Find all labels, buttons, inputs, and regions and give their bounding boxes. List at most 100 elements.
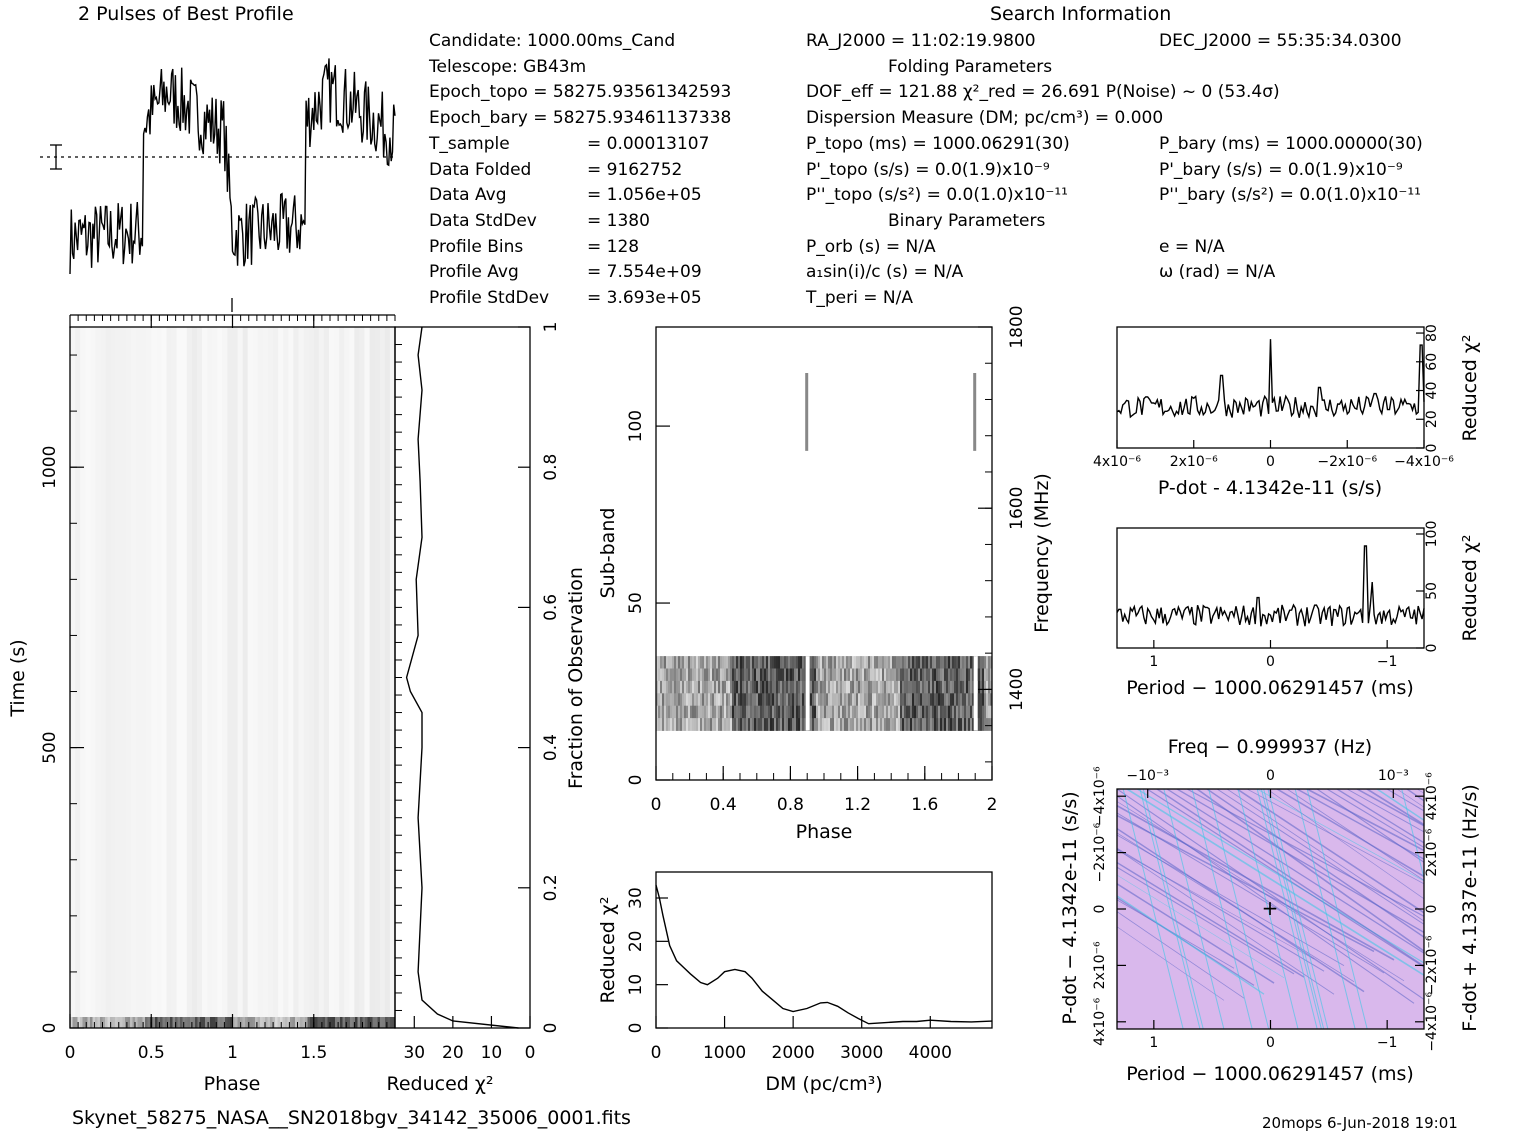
- subband-cell: [792, 718, 795, 731]
- subband-cell: [932, 668, 935, 682]
- ppdot-contours: [1117, 789, 1424, 1029]
- subband-cell: [824, 705, 827, 719]
- time-phase-column: [247, 327, 254, 1017]
- subband-gap: [805, 656, 810, 731]
- subband-cell: [700, 668, 703, 682]
- subband-cell: [914, 705, 917, 719]
- subband-cell: [770, 718, 773, 731]
- ppdot-contour-line: [1316, 789, 1424, 863]
- subband-cell: [766, 656, 769, 669]
- pdot-xtick-label: 2x10⁻⁶: [1170, 454, 1218, 470]
- subband-rfi-streak: [805, 373, 809, 451]
- subband-cell: [674, 680, 677, 694]
- subband-cell: [742, 718, 745, 731]
- subband-cell: [666, 680, 669, 694]
- subband-cell: [658, 656, 661, 669]
- subband-cell: [934, 680, 937, 694]
- time-phase-cell: [87, 1017, 91, 1028]
- subband-cell: [868, 656, 871, 669]
- subband-cell: [862, 668, 865, 682]
- time-phase-cell: [292, 1017, 296, 1028]
- subband-cell: [802, 656, 805, 669]
- subband-cell: [848, 705, 851, 719]
- dm-chi2-ticks: 0 1000 2000 3000 4000 0 10 20 30: [626, 887, 952, 1063]
- info-right-row-2: P'_bary (s/s) = 0.0(1.9)x10⁻⁹: [1159, 160, 1403, 180]
- subband-cell: [666, 705, 669, 719]
- subband-cell: [696, 705, 699, 719]
- subband-cell: [944, 656, 947, 669]
- subband-cell: [882, 705, 885, 719]
- subband-cell: [724, 668, 727, 682]
- dm-chi2-panel: 0 1000 2000 3000 4000 0 10 20 30 DM (pc/cm³) Red…: [597, 871, 993, 1095]
- subband-cell: [898, 680, 901, 694]
- subband-cell: [968, 693, 971, 707]
- subband-cell: [776, 680, 779, 694]
- subband-cell: [854, 680, 857, 694]
- subband-cell: [936, 680, 939, 694]
- subband-cell: [882, 656, 885, 669]
- time-chi2-xtick-label: 20: [442, 1043, 464, 1063]
- subband-cell: [696, 718, 699, 731]
- subband-cell: [820, 656, 823, 669]
- subband-cell: [982, 656, 985, 669]
- subband-cell: [692, 656, 695, 669]
- ppdot-xtick-label: 0: [1266, 1035, 1275, 1051]
- subband-cell: [860, 693, 863, 707]
- time-chi2-xtick-label: 10: [481, 1043, 503, 1063]
- subband-cell: [818, 656, 821, 669]
- subband-cell: [690, 680, 693, 694]
- subband-cell: [932, 693, 935, 707]
- subband-cell: [788, 668, 791, 682]
- subband-cell: [798, 693, 801, 707]
- subband-cell: [914, 693, 917, 707]
- subband-cell: [990, 680, 993, 694]
- time-phase-column: [191, 327, 198, 1017]
- info-left-column: Candidate: 1000.00ms_Cand Telescope: GB43…: [428, 31, 731, 308]
- subband-cell: [656, 693, 659, 707]
- subband-cell: [738, 718, 741, 731]
- subband-cell: [862, 656, 865, 669]
- subband-cell: [714, 718, 717, 731]
- subband-cell: [886, 693, 889, 707]
- subband-cell: [870, 680, 873, 694]
- subband-cell: [720, 680, 723, 694]
- subband-cell: [864, 705, 867, 719]
- subband-cell: [786, 693, 789, 707]
- subband-cell: [682, 668, 685, 682]
- subband-cell: [782, 656, 785, 669]
- subband-cell: [858, 680, 861, 694]
- subband-cell: [756, 656, 759, 669]
- time-chi2-xtick-label: 0: [525, 1043, 536, 1063]
- subband-cell: [866, 680, 869, 694]
- subband-cell: [900, 705, 903, 719]
- subband-cell: [942, 656, 945, 669]
- time-phase-xtick-label: 1: [227, 1043, 238, 1063]
- info-left-value-4: = 0.00013107: [587, 134, 709, 154]
- dm-ytick-label: 0: [626, 1023, 646, 1034]
- subband-cell: [940, 680, 943, 694]
- subband-cell: [792, 693, 795, 707]
- subband-cell: [920, 693, 923, 707]
- subband-cell: [736, 656, 739, 669]
- subband-ylabel: Sub-band: [597, 508, 619, 599]
- time-phase-stripes: [70, 327, 396, 1017]
- subband-cell: [704, 693, 707, 707]
- subband-cell: [842, 668, 845, 682]
- subband-cell: [948, 693, 951, 707]
- subband-cell: [918, 705, 921, 719]
- time-phase-cell: [250, 1017, 253, 1028]
- time-phase-cell: [147, 1017, 151, 1028]
- pdot-xtick-label: 0: [1266, 454, 1275, 470]
- subband-cell: [686, 693, 689, 707]
- subband-cell: [662, 718, 665, 731]
- time-phase-column: [197, 327, 203, 1017]
- pdot-xtick-label: −2x10⁻⁶: [1317, 454, 1377, 470]
- subband-cell: [886, 668, 889, 682]
- subband-cell: [762, 656, 765, 669]
- subband-cell: [750, 656, 753, 669]
- time-chi2-xtick-label: 30: [403, 1043, 425, 1063]
- subband-cell: [968, 656, 971, 669]
- subband-cell: [676, 656, 679, 669]
- subband-cell: [984, 668, 987, 682]
